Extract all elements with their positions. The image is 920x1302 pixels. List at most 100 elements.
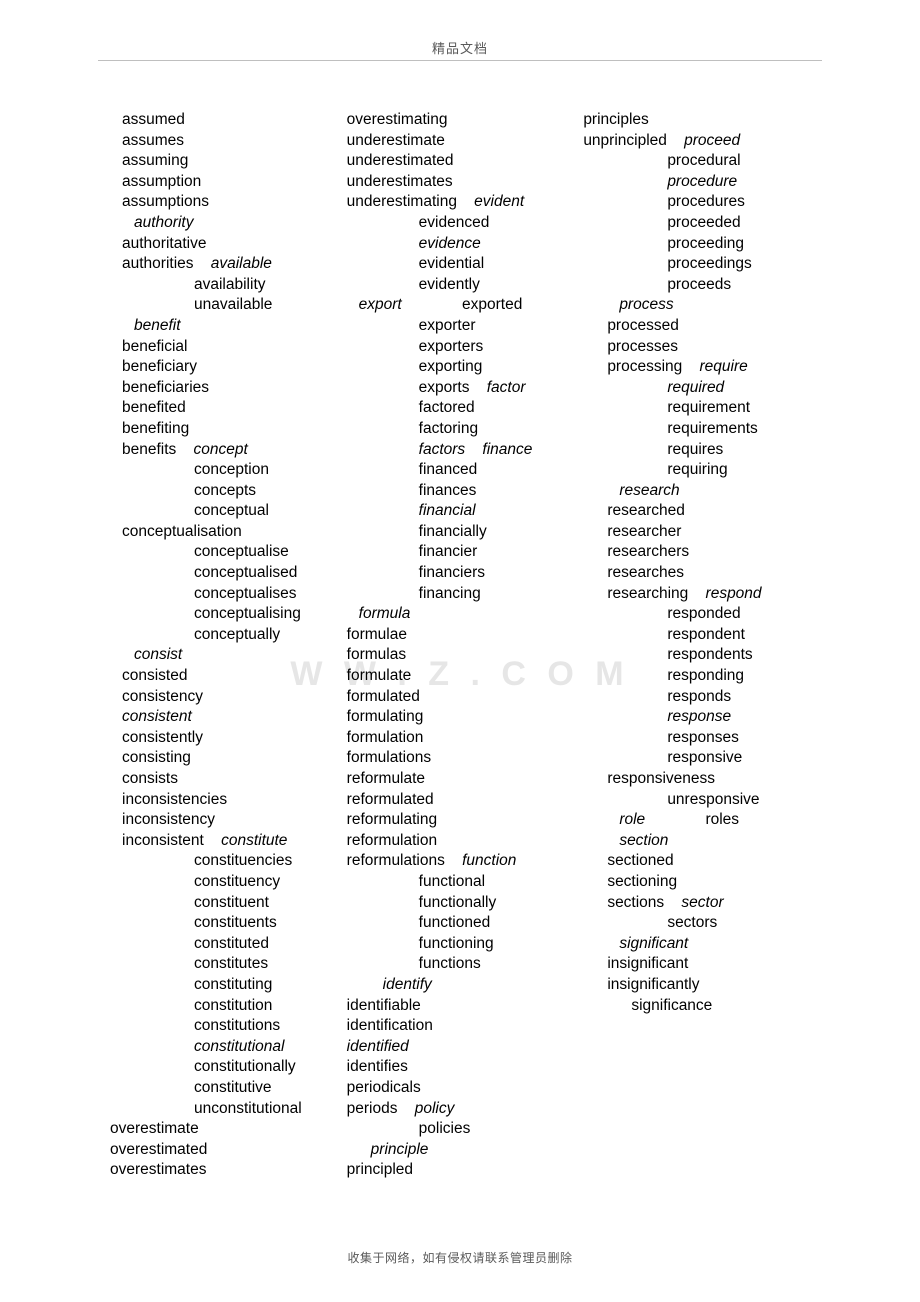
word-entry: constitutes (110, 954, 347, 975)
word-entry: procedural (583, 151, 820, 172)
word-entry: financially (347, 522, 584, 543)
word-entry: insignificant (583, 954, 820, 975)
word-entry: conceptualise (110, 542, 347, 563)
word-entry: formulas (347, 645, 584, 666)
header-text: 精品文档 (432, 41, 488, 56)
page-header: 精品文档 (0, 38, 920, 57)
word-entry: formulae (347, 625, 584, 646)
word-entry: constitutional (110, 1037, 347, 1058)
word-entry: formulation (347, 728, 584, 749)
word-entry: benefited (110, 398, 347, 419)
word-entry: constitution (110, 996, 347, 1017)
word-entry: consistent (110, 707, 347, 728)
word-entry: financing (347, 584, 584, 605)
word-entry: requires (583, 440, 820, 461)
word-entry: financier (347, 542, 584, 563)
word-entry: consist (110, 645, 347, 666)
word-entry: beneficiary (110, 357, 347, 378)
word-entry: assumes (110, 131, 347, 152)
word-entry: responding (583, 666, 820, 687)
word-entry: functioned (347, 913, 584, 934)
word-entry: financiers (347, 563, 584, 584)
word-entry: factors finance (347, 440, 584, 461)
word-entry: requirement (583, 398, 820, 419)
word-entry: exporters (347, 337, 584, 358)
word-entry: finances (347, 481, 584, 502)
word-entry: constituted (110, 934, 347, 955)
word-entry: beneficial (110, 337, 347, 358)
word-entry: overestimates (110, 1160, 347, 1181)
word-entry: requirements (583, 419, 820, 440)
word-entry: concepts (110, 481, 347, 502)
word-entry: reformulating (347, 810, 584, 831)
word-entry: formulated (347, 687, 584, 708)
word-entry: processed (583, 316, 820, 337)
word-entry: procedures (583, 192, 820, 213)
word-entry: respondents (583, 645, 820, 666)
word-entry: constituencies (110, 851, 347, 872)
word-entry: responded (583, 604, 820, 625)
word-entry: principle (347, 1140, 584, 1161)
word-entry: unresponsive (583, 790, 820, 811)
word-entry: formulations (347, 748, 584, 769)
word-entry: exports factor (347, 378, 584, 399)
word-entry: conceptually (110, 625, 347, 646)
word-entry: processes (583, 337, 820, 358)
word-entry: proceeds (583, 275, 820, 296)
word-entry: responsiveness (583, 769, 820, 790)
word-entry: reformulate (347, 769, 584, 790)
word-entry: sectors (583, 913, 820, 934)
word-entry: formula (347, 604, 584, 625)
word-entry: constitutive (110, 1078, 347, 1099)
word-entry: export exported (347, 295, 584, 316)
word-entry: conceptualisation (110, 522, 347, 543)
word-entry: factored (347, 398, 584, 419)
word-entry: role roles (583, 810, 820, 831)
word-entry: evidenced (347, 213, 584, 234)
word-entry: constitutionally (110, 1057, 347, 1078)
word-entry: benefits concept (110, 440, 347, 461)
word-list: assumedassumesassumingassumptionassumpti… (110, 110, 820, 1200)
word-entry: consists (110, 769, 347, 790)
word-entry: research (583, 481, 820, 502)
word-entry: researcher (583, 522, 820, 543)
header-rule (98, 60, 822, 61)
word-entry: reformulation (347, 831, 584, 852)
word-entry: responds (583, 687, 820, 708)
word-entry: evidence (347, 234, 584, 255)
footer-text: 收集于网络，如有侵权请联系管理员删除 (347, 1251, 572, 1265)
word-entry: authoritative (110, 234, 347, 255)
word-entry: financial (347, 501, 584, 522)
word-entry: assumption (110, 172, 347, 193)
word-entry: functioning (347, 934, 584, 955)
word-entry: underestimates (347, 172, 584, 193)
word-entry: consisted (110, 666, 347, 687)
word-entry: overestimating (347, 110, 584, 131)
word-entry: evidently (347, 275, 584, 296)
word-entry: respondent (583, 625, 820, 646)
word-entry: researched (583, 501, 820, 522)
word-entry: constitutions (110, 1016, 347, 1037)
word-entry: researches (583, 563, 820, 584)
word-entry: requiring (583, 460, 820, 481)
word-entry: authorities available (110, 254, 347, 275)
word-entry: exporter (347, 316, 584, 337)
word-entry: sectioning (583, 872, 820, 893)
word-entry: responsive (583, 748, 820, 769)
word-entry: processing require (583, 357, 820, 378)
word-entry: overestimate (110, 1119, 347, 1140)
word-entry: section (583, 831, 820, 852)
word-entry: conceptualised (110, 563, 347, 584)
word-entry: constituents (110, 913, 347, 934)
word-entry: periodicals (347, 1078, 584, 1099)
word-entry: inconsistencies (110, 790, 347, 811)
word-entry: unprincipled proceed (583, 131, 820, 152)
word-entry: researchers (583, 542, 820, 563)
word-entry: formulate (347, 666, 584, 687)
word-entry: conception (110, 460, 347, 481)
word-entry: sectioned (583, 851, 820, 872)
word-entry: identifiable (347, 996, 584, 1017)
word-entry: evidential (347, 254, 584, 275)
word-entry: unconstitutional (110, 1099, 347, 1120)
word-entry: beneficiaries (110, 378, 347, 399)
